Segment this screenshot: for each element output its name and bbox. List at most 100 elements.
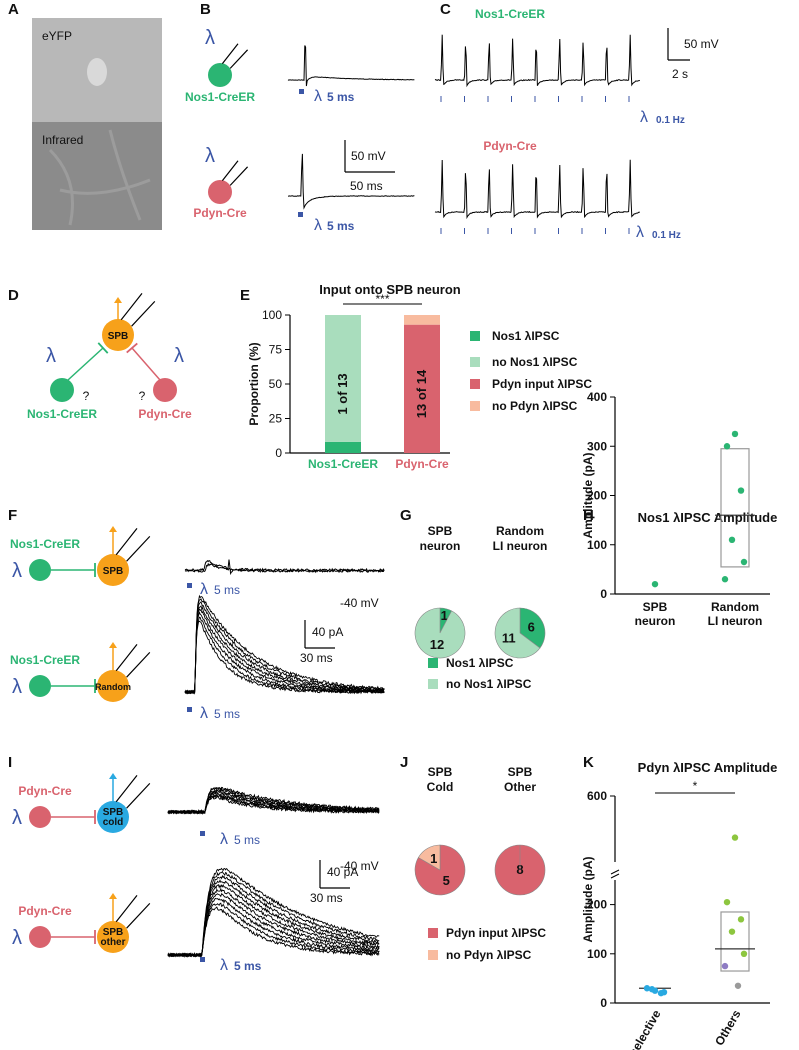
- stim-symbol: λ: [220, 831, 228, 848]
- trace: [167, 887, 380, 957]
- y-axis-label: Proportion (%): [247, 342, 261, 425]
- panel-label: B: [200, 1, 211, 18]
- legend-swatch: [470, 401, 480, 411]
- legend-label: Pdyn input λIPSC: [446, 926, 546, 940]
- trace: [184, 598, 385, 695]
- y-axis-label: Amplitude (pA): [581, 453, 595, 539]
- synapse: [131, 347, 161, 381]
- data-point: [740, 558, 748, 566]
- y-tick-label: 25: [269, 412, 283, 426]
- stim-duration: 5 ms: [234, 959, 262, 973]
- legend-swatch: [470, 331, 480, 341]
- stim-duration: 5 ms: [214, 707, 240, 721]
- synapse-bar: [97, 342, 109, 354]
- cell-name: SPB: [108, 331, 129, 342]
- y-tick-label: 600: [587, 789, 607, 803]
- legend-label: Nos1 λIPSC: [446, 656, 514, 670]
- y-tick-label: 100: [587, 947, 607, 961]
- stim-rate: 0.1 Hz: [652, 230, 681, 241]
- y-tick-label: 300: [587, 439, 607, 453]
- synapse-bar: [126, 342, 138, 354]
- stim-symbol: λ: [220, 957, 228, 974]
- pie-title: neuron: [420, 539, 461, 553]
- data-point: [728, 928, 736, 935]
- data-point: [721, 962, 729, 970]
- arrow-head: [109, 773, 117, 779]
- stim-symbol: λ: [205, 145, 215, 167]
- query: ?: [83, 389, 90, 403]
- panel-label: D: [8, 287, 19, 304]
- scale-label: 30 ms: [300, 651, 333, 665]
- pie-label: 1: [430, 851, 437, 866]
- stim-marker: [298, 212, 303, 217]
- panel-label: A: [8, 1, 19, 18]
- legend-swatch: [470, 357, 480, 367]
- data-point: [721, 576, 729, 583]
- cell-name: Nos1-CreER: [185, 90, 255, 104]
- trace: [184, 608, 385, 695]
- cell-name: Random: [95, 682, 131, 692]
- bar-label: 1 of 13: [335, 373, 350, 414]
- trace: [184, 610, 385, 695]
- cell: [97, 670, 129, 702]
- cell-name: Nos1-CreER: [10, 537, 80, 551]
- stim-marker: [187, 583, 192, 588]
- stim-symbol: λ: [200, 581, 208, 598]
- legend-label: Nos1 λIPSC: [492, 329, 560, 343]
- stim-duration: 5 ms: [327, 219, 355, 233]
- data-point: [651, 580, 659, 588]
- data-point: [660, 988, 668, 996]
- trace-title: Nos1-CreER: [475, 7, 545, 21]
- panel-label: K: [583, 754, 594, 771]
- x-tick-label: SPB: [643, 600, 668, 614]
- x-tick-label: neuron: [635, 614, 676, 628]
- image-label: Infrared: [42, 133, 83, 147]
- chart-title: Input onto SPB neuron: [319, 282, 461, 297]
- pipette: [115, 644, 151, 678]
- trace-title: Pdyn-Cre: [483, 139, 537, 153]
- y-tick-label: 0: [275, 446, 282, 460]
- legend-swatch: [428, 679, 438, 689]
- panel-label: C: [440, 1, 451, 18]
- y-tick-label: 0: [600, 996, 607, 1010]
- pie-title: SPB: [508, 765, 533, 779]
- pipette: [120, 293, 156, 327]
- y-axis-label: Amplitude (pA): [581, 857, 595, 943]
- pie-title: SPB: [428, 765, 453, 779]
- pipette: [221, 43, 249, 69]
- significance: ***: [375, 292, 389, 306]
- pie-slice: [494, 607, 541, 659]
- pie-slice: [414, 607, 466, 659]
- data-point: [737, 487, 745, 494]
- pie-title: Cold: [427, 780, 454, 794]
- scale-label: 50 mV: [684, 37, 719, 51]
- scale-label: 2 s: [672, 67, 688, 81]
- cell-name: SPB: [103, 807, 124, 818]
- stim-symbol: λ: [12, 560, 22, 582]
- stim-symbol: λ: [636, 224, 644, 241]
- synapse: [67, 347, 104, 381]
- cell: [208, 180, 232, 204]
- legend-label: no Nos1 λIPSC: [492, 355, 578, 369]
- x-tick-label: Cold-selective: [611, 1007, 664, 1050]
- x-tick-label: Random: [711, 600, 759, 614]
- legend-label: no Nos1 λIPSC: [446, 677, 532, 691]
- pie-title: LI neuron: [493, 539, 548, 553]
- data-point: [643, 985, 651, 992]
- cell-name: SPB: [103, 927, 124, 938]
- data-point: [728, 536, 736, 544]
- stim-marker: [187, 707, 192, 712]
- pie-label: 12: [430, 637, 444, 652]
- arrow-head: [114, 297, 122, 303]
- stim-symbol: λ: [314, 217, 322, 234]
- trace: [167, 893, 380, 958]
- bar-segment: [325, 441, 361, 453]
- image-infrared: [32, 122, 162, 230]
- legend-label: no Pdyn λIPSC: [446, 948, 532, 962]
- pipette: [221, 160, 249, 186]
- panel-label: I: [8, 754, 12, 771]
- data-point: [731, 430, 739, 438]
- panel-label: H: [583, 507, 594, 524]
- arrow-head: [109, 642, 117, 648]
